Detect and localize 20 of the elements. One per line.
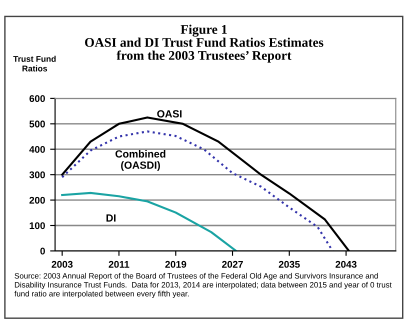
x-tick-label: 2035 xyxy=(278,260,300,268)
x-tick-label: 2011 xyxy=(108,260,130,268)
y-tick-label: 500 xyxy=(29,120,45,128)
y-axis-title: Trust Fund Ratios xyxy=(13,56,56,72)
series-label: Combined (OASDI) xyxy=(116,150,166,171)
series-label: DI xyxy=(106,214,116,222)
x-tick-label: 2003 xyxy=(52,260,73,268)
x-tick-label: 2043 xyxy=(336,260,357,268)
series-label: OASI xyxy=(157,110,182,118)
y-tick-label: 100 xyxy=(30,222,45,230)
line-series xyxy=(61,192,238,251)
y-tick-label: 0 xyxy=(40,248,45,255)
x-tick-label: 2019 xyxy=(165,260,186,268)
y-tick-label: 200 xyxy=(29,196,45,204)
x-tick-label: 2027 xyxy=(222,260,243,268)
y-tick-label: 400 xyxy=(29,146,45,153)
line-series xyxy=(61,130,334,251)
chart-title: Figure 1 OASI and DI Trust Fund Ratios Estimates from the 2003 Trustees’ Report xyxy=(85,24,324,63)
y-tick-label: 300 xyxy=(29,171,45,178)
y-tick-label: 600 xyxy=(29,95,45,102)
